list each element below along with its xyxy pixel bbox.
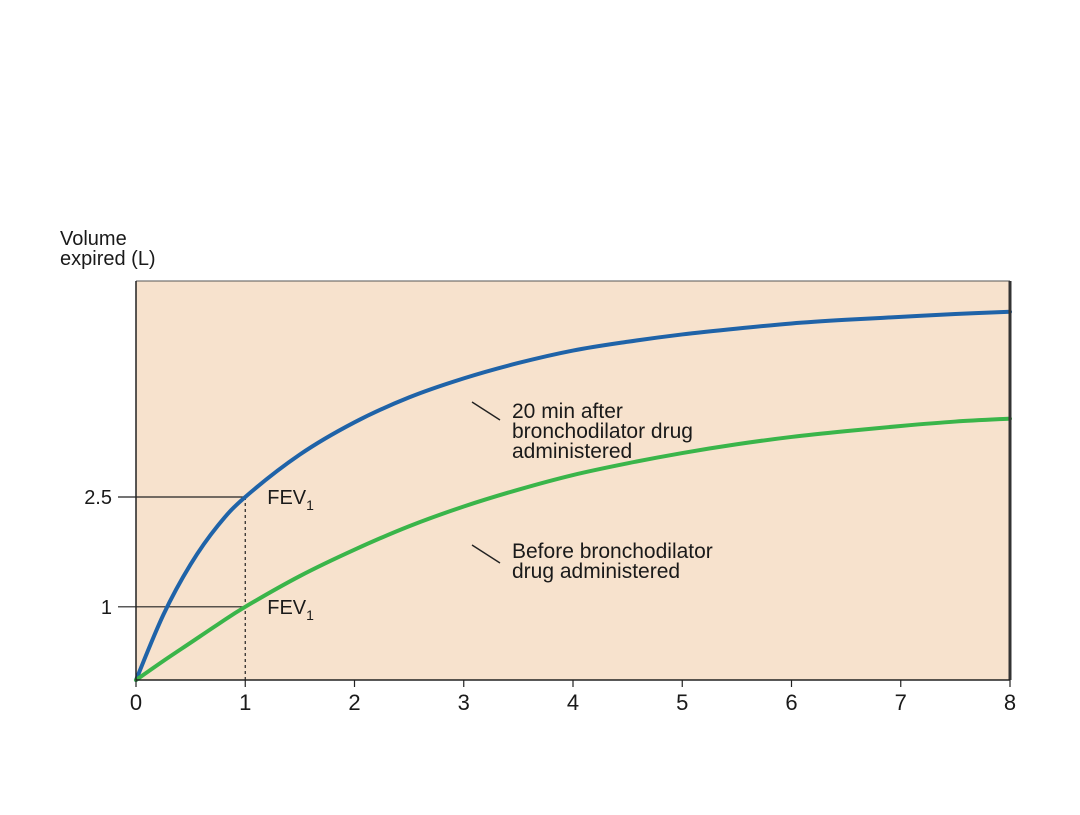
fev-subscript: 1 bbox=[306, 497, 314, 513]
x-tick-label: 6 bbox=[785, 690, 797, 715]
x-tick-label: 3 bbox=[458, 690, 470, 715]
series-label-after: administered bbox=[512, 440, 632, 463]
y-tick-label: 2.5 bbox=[84, 487, 112, 509]
series-label-before: drug administered bbox=[512, 560, 680, 583]
fev-label-text: FEV bbox=[267, 487, 307, 509]
fev1-label-before: FEV1 bbox=[267, 597, 314, 623]
y-axis-label-line1: Volume bbox=[60, 228, 127, 250]
y-axis-label-line2: expired (L) bbox=[60, 248, 156, 270]
y-tick-label: 1 bbox=[101, 597, 112, 619]
fev-label-text: FEV bbox=[267, 597, 307, 619]
fev1-label-after: FEV1 bbox=[267, 487, 314, 513]
x-tick-label: 1 bbox=[239, 690, 251, 715]
reference-lines bbox=[136, 496, 246, 680]
series-line-before bbox=[134, 416, 1012, 682]
x-tick-label: 7 bbox=[895, 690, 907, 715]
plot-area bbox=[136, 281, 1010, 680]
series-label-after: 20 min after bbox=[512, 400, 623, 423]
series-lines bbox=[134, 309, 1012, 682]
series-label-before: Before bronchodilator bbox=[512, 540, 713, 563]
x-tick-label: 2 bbox=[348, 690, 360, 715]
series-label-after: bronchodilator drug bbox=[512, 420, 693, 443]
axes: 0 1 2 3 4 5 6 7 8 1 2.5 bbox=[84, 280, 1016, 715]
series-line-after bbox=[134, 309, 1012, 682]
x-tick-label: 4 bbox=[567, 690, 579, 715]
fev-subscript: 1 bbox=[306, 607, 314, 623]
x-tick-label: 0 bbox=[130, 690, 142, 715]
leader-line-after bbox=[471, 401, 501, 421]
leader-line-before bbox=[471, 544, 501, 564]
x-tick-label: 5 bbox=[676, 690, 688, 715]
x-tick-label: 8 bbox=[1004, 690, 1016, 715]
